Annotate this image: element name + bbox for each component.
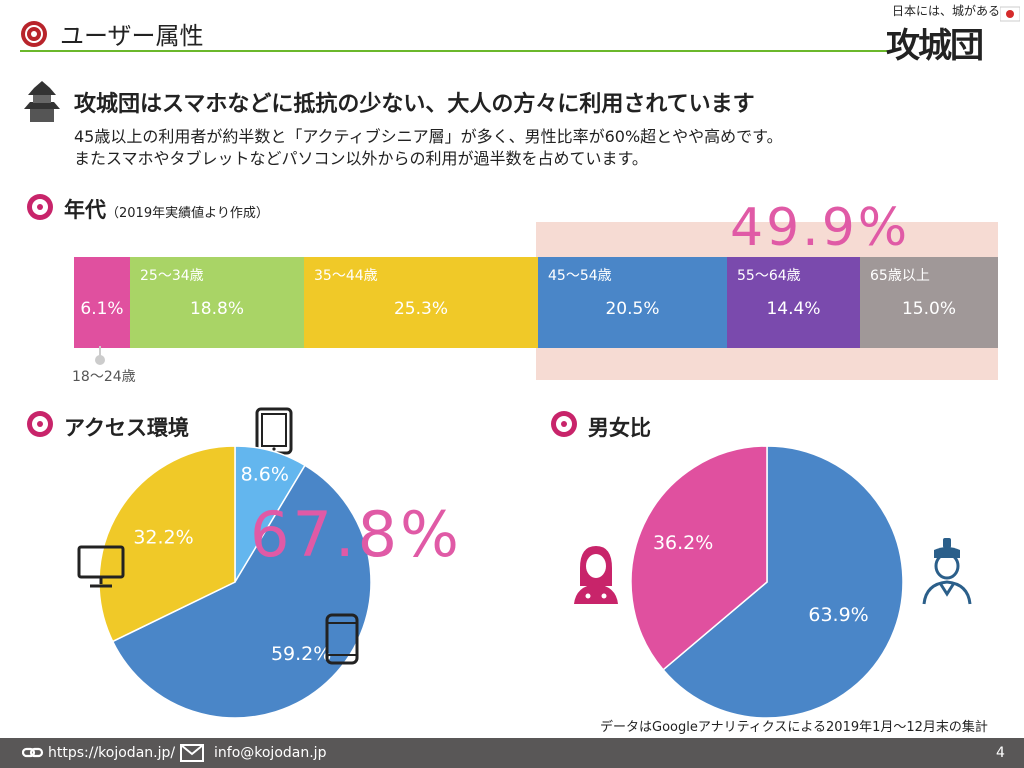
first-group-connector	[95, 346, 105, 365]
access-pie-chart: 8.6% 59.2% 32.2%	[98, 445, 372, 719]
age-segment-value: 15.0%	[901, 299, 956, 319]
mail-icon	[180, 744, 204, 762]
access-section-title: アクセス環境	[64, 416, 189, 440]
age-bar-segment: 6.1%	[74, 257, 130, 348]
gender-section-title: 男女比	[588, 416, 651, 440]
age-segment-title: 65歳以上	[870, 268, 930, 284]
access-slice-pc	[98, 445, 236, 643]
japan-flag-icon	[1000, 6, 1020, 22]
senior-share-value: 49.9%	[730, 198, 911, 258]
kamon-logo-icon	[21, 21, 47, 47]
age-bar-segment: 65歳以上 15.0%	[860, 257, 998, 348]
page-number: 4	[996, 745, 1005, 761]
age-bar-segment: 45〜54歳 20.5%	[538, 257, 727, 348]
age-segment-value: 20.5%	[605, 299, 660, 319]
age-bar-segment: 25〜34歳 18.8%	[130, 257, 304, 348]
age-bar-segment: 35〜44歳 25.3%	[304, 257, 538, 348]
female-avatar-icon	[574, 546, 618, 604]
access-slice-smartphone	[111, 464, 372, 719]
footer-url-link[interactable]: https://kojodan.jp/	[48, 745, 176, 761]
mobile-share-value: 67.8%	[250, 498, 462, 571]
desktop-pc-icon	[77, 545, 125, 588]
flower-kamon-icon	[27, 411, 53, 437]
access-label-smartphone: 59.2%	[271, 643, 331, 665]
flower-kamon-icon	[27, 194, 53, 220]
age-segment-value: 18.8%	[189, 299, 244, 319]
male-samurai-icon	[922, 538, 972, 605]
access-label-pc: 32.2%	[133, 526, 193, 548]
gender-label-male: 63.9%	[808, 604, 868, 626]
age-segment-value: 25.3%	[393, 299, 448, 319]
headline: 攻城団はスマホなどに抵抗の少ない、大人の方々に利用されています	[74, 92, 755, 117]
age-segment-title: 45〜54歳	[548, 268, 612, 284]
footer-bar	[0, 738, 1024, 768]
description: 45歳以上の利用者が約半数と「アクティブシニア層」が多く、男性比率が60%超とや…	[74, 126, 974, 170]
age-bar-segment: 55〜64歳 14.4%	[727, 257, 860, 348]
age-segment-title: 25〜34歳	[140, 268, 204, 284]
age-segment-title: 35〜44歳	[314, 268, 378, 284]
age-segment-value: 6.1%	[80, 299, 124, 319]
logo-tagline: 日本には、城がある。	[892, 4, 1013, 18]
description-line-1: 45歳以上の利用者が約半数と「アクティブシニア層」が多く、男性比率が60%超とや…	[74, 127, 783, 146]
link-icon	[22, 747, 44, 758]
page-title: ユーザー属性	[60, 22, 204, 50]
age-section-note: （2019年実績値より作成）	[106, 206, 269, 221]
first-group-label: 18〜24歳	[72, 369, 136, 385]
age-segment-value: 14.4%	[766, 299, 821, 319]
access-label-tablet: 8.6%	[241, 464, 289, 486]
gender-slice-male	[662, 445, 904, 719]
age-title-text: 年代	[64, 198, 106, 222]
gender-pie-chart: 63.9% 36.2%	[630, 445, 904, 719]
age-section-title: 年代（2019年実績値より作成）	[64, 194, 269, 224]
header-divider	[20, 50, 890, 52]
castle-icon	[24, 81, 60, 122]
footer-email-link[interactable]: info@kojodan.jp	[214, 745, 327, 761]
gender-slice-female	[630, 445, 768, 671]
smartphone-icon	[325, 613, 359, 665]
age-segment-title: 55〜64歳	[737, 268, 801, 284]
data-source-caption: データはGoogleアナリティクスによる2019年1月〜12月末の集計	[600, 720, 988, 735]
logo-mark: 攻城団	[886, 26, 984, 66]
gender-label-female: 36.2%	[653, 532, 713, 554]
description-line-2: またスマホやタブレットなどパソコン以外からの利用が過半数を占めています。	[74, 149, 648, 168]
flower-kamon-icon	[551, 411, 577, 437]
